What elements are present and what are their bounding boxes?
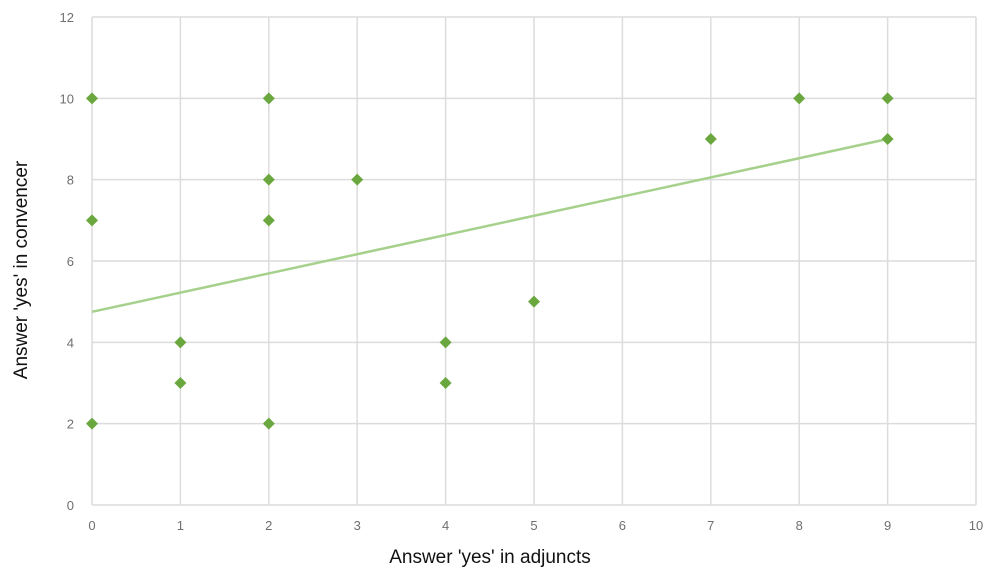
x-tick-label: 1 [177, 518, 184, 533]
x-tick-label: 8 [796, 518, 803, 533]
y-tick-label: 2 [67, 417, 74, 432]
y-tick-label: 4 [67, 335, 74, 350]
data-point-diamond [174, 336, 187, 349]
data-point-diamond [262, 417, 275, 430]
data-point-diamond [86, 214, 98, 227]
y-tick-label: 8 [67, 173, 74, 188]
x-tick-label: 0 [88, 518, 95, 533]
x-tick-label: 2 [265, 518, 272, 533]
y-tick-label: 10 [60, 91, 74, 106]
data-point-diamond [439, 377, 452, 389]
data-point-diamond [262, 214, 275, 227]
x-tick-label: 5 [530, 518, 537, 533]
data-point-diamond [86, 417, 98, 430]
x-tick-label: 10 [969, 518, 983, 533]
x-tick-label: 7 [707, 518, 714, 533]
data-points [86, 92, 894, 430]
data-point-diamond [704, 133, 717, 145]
data-point-diamond [881, 133, 894, 145]
data-point-diamond [262, 173, 275, 186]
data-point-diamond [528, 295, 540, 308]
trendline [91, 137, 888, 314]
data-point-diamond [439, 336, 452, 349]
x-tick-label: 4 [442, 518, 449, 533]
data-point-diamond [262, 92, 275, 105]
data-point-diamond [881, 92, 894, 105]
trendline-layer [91, 137, 888, 314]
x-tick-label: 6 [619, 518, 626, 533]
data-point-diamond [351, 173, 364, 186]
data-point-diamond [174, 377, 187, 389]
data-point-diamond [793, 92, 806, 105]
y-axis-title: Answer 'yes' in convencer [11, 160, 32, 379]
x-tick-label: 3 [354, 518, 361, 533]
y-tick-label: 0 [67, 498, 74, 513]
y-tick-label: 12 [60, 10, 74, 25]
x-axis-title: Answer 'yes' in adjuncts [389, 547, 591, 568]
gridlines [91, 16, 977, 506]
y-tick-label: 6 [67, 254, 74, 269]
data-point-diamond [86, 92, 98, 105]
x-tick-label: 9 [884, 518, 891, 533]
